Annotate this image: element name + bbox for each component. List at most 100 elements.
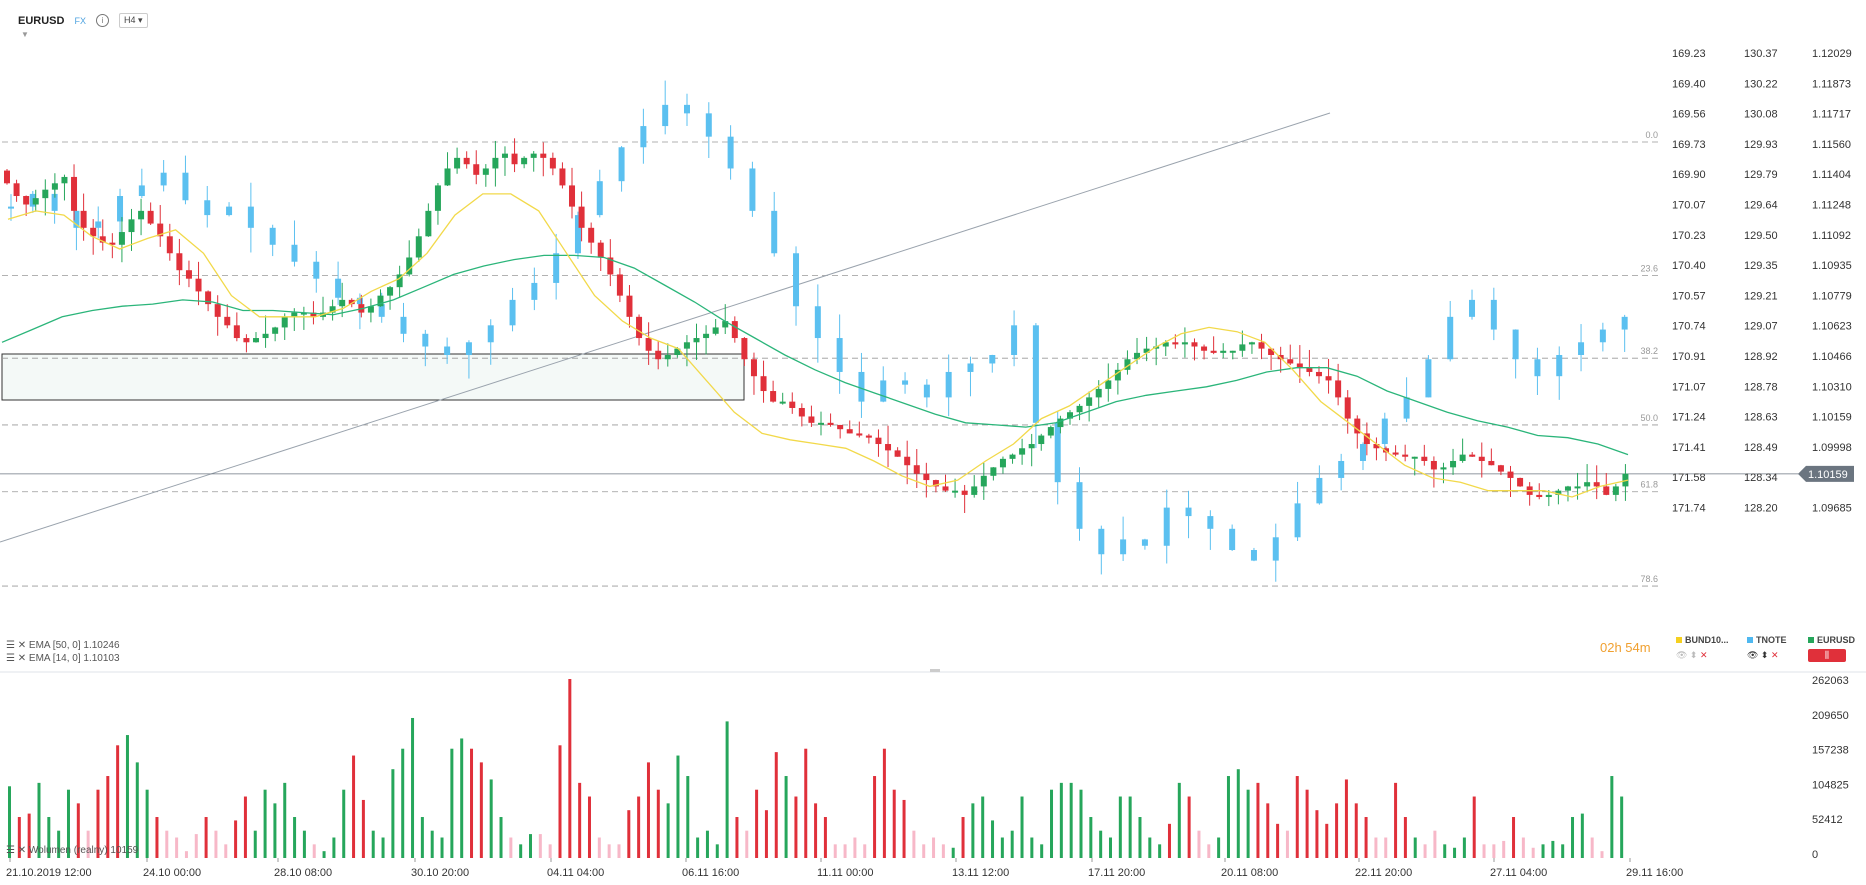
candle-body [1469, 454, 1476, 457]
eurusd-candle [1526, 482, 1533, 506]
candle-body [99, 236, 106, 243]
candle-body [1248, 342, 1255, 345]
overlay-body [1490, 299, 1497, 330]
eurusd-candle [655, 340, 662, 370]
overlay-body [945, 371, 952, 398]
bund-axis-tick: 171.24 [1672, 412, 1706, 424]
candle-body [674, 348, 681, 355]
candle-body [157, 223, 164, 237]
volume-bar [8, 786, 11, 858]
volume-bar [135, 762, 139, 858]
overlay-body [335, 278, 342, 298]
volume-bar [745, 830, 749, 858]
volume-bar [519, 844, 523, 858]
candle-body [473, 164, 480, 175]
eurusd-candle [1095, 380, 1102, 408]
volume-bar [371, 830, 375, 858]
volume-bar [283, 782, 287, 858]
ema14-indicator-label[interactable]: ☰ ✕ EMA [14, 0] 1.10103 [6, 653, 120, 664]
eurusd-axis-tick: 1.10935 [1812, 260, 1852, 272]
ema50-indicator-label[interactable]: ☰ ✕ EMA [50, 0] 1.10246 [6, 640, 120, 651]
eurusd-candle [645, 322, 652, 365]
candle-body [1315, 371, 1322, 377]
volume-bar [1531, 847, 1535, 858]
eurusd-candle [961, 484, 968, 513]
candle-body [1296, 363, 1303, 368]
overlay-body [1011, 325, 1018, 355]
candle-body [1612, 486, 1619, 495]
eurusd-candle [980, 462, 987, 500]
ema50-line [1, 254, 1629, 456]
volume-bar [489, 779, 493, 858]
overlay-body [553, 253, 560, 283]
current-price-tag: 1.10159 [1798, 465, 1854, 482]
overlay-candle [1381, 412, 1388, 452]
eurusd-candle [42, 179, 49, 216]
close-icon[interactable]: ✕ [1699, 650, 1708, 660]
volume-bar [401, 748, 405, 858]
candle-body [377, 295, 384, 307]
eurusd-candle [540, 142, 547, 177]
eurusd-candle [61, 174, 68, 201]
volume-bar [715, 844, 719, 858]
eurusd-axis-tick: 1.11560 [1812, 139, 1851, 151]
overlay-body [967, 363, 974, 372]
candle-body [1210, 350, 1217, 353]
candle-body [770, 391, 777, 402]
overlay-body [793, 253, 800, 307]
volume-indicator-label[interactable]: ☰ ✕ Wolumen (realny) 10159 [6, 845, 139, 856]
eurusd-axis-tick: 1.11404 [1812, 169, 1851, 181]
eurusd-candle [1229, 350, 1236, 360]
x-axis-tick: 04.11 04:00 [547, 867, 604, 879]
overlay-candle [814, 284, 821, 363]
tnote-controls[interactable]: 👁 ⬍ ✕ [1747, 650, 1779, 660]
eurusd-candle [818, 411, 824, 436]
chart-type-toggle-icon[interactable]: ⫼ [1808, 649, 1846, 662]
fib-label-38.2: 38.2 [1640, 346, 1658, 356]
legend-tnote[interactable]: TNOTE 👁 ⬍ ✕ [1747, 635, 1787, 661]
candle-body [80, 210, 87, 228]
eurusd-candle [1287, 344, 1294, 366]
overlay-candle [247, 182, 254, 253]
overlay-body [902, 380, 909, 385]
volume-bar [1561, 844, 1565, 858]
close-icon[interactable]: ✕ [1770, 650, 1779, 660]
volume-bar [1246, 789, 1250, 858]
overlay-candle [1294, 481, 1301, 541]
candle-body [166, 236, 173, 254]
volume-bar [892, 789, 896, 858]
eurusd-candle [1564, 485, 1571, 502]
eurusd-candle [1593, 465, 1600, 500]
eurusd-candle [1459, 438, 1466, 463]
overlay-body [378, 304, 385, 317]
eurusd-candle [923, 462, 930, 498]
overlay-candle [1163, 489, 1170, 564]
eurusd-candle [952, 478, 959, 498]
overlay-candle [335, 261, 342, 305]
eurusd-candle [664, 343, 671, 367]
eurusd-candle [856, 421, 863, 438]
candle-body [1268, 348, 1275, 355]
candle-body [195, 278, 202, 292]
eurusd-candle [1210, 336, 1217, 355]
candle-body [626, 295, 633, 317]
overlay-body [1032, 325, 1039, 423]
eurusd-candle [1220, 343, 1227, 359]
info-icon[interactable]: i [95, 14, 109, 27]
volume-bar [587, 796, 591, 858]
eurusd-candle [1086, 391, 1093, 422]
volume-bar [597, 837, 601, 858]
candle-body [1181, 342, 1188, 345]
legend-bund[interactable]: BUND10... 👁 ⬍ ✕ [1676, 635, 1729, 661]
candle-body [1545, 494, 1552, 498]
timeframe-select[interactable]: H4 ▾ [118, 13, 148, 28]
volume-bar [1187, 796, 1191, 858]
bund-axis-tick: 169.56 [1672, 109, 1706, 121]
candle-body [607, 257, 614, 275]
bund-controls[interactable]: 👁 ⬍ ✕ [1676, 650, 1708, 660]
legend-eurusd[interactable]: EURUSD ⫼ [1808, 635, 1855, 662]
symbol-label[interactable]: EURUSD [18, 14, 65, 27]
chevron-down-icon[interactable]: ▼ [21, 30, 29, 39]
overlay-candle [1359, 442, 1366, 471]
